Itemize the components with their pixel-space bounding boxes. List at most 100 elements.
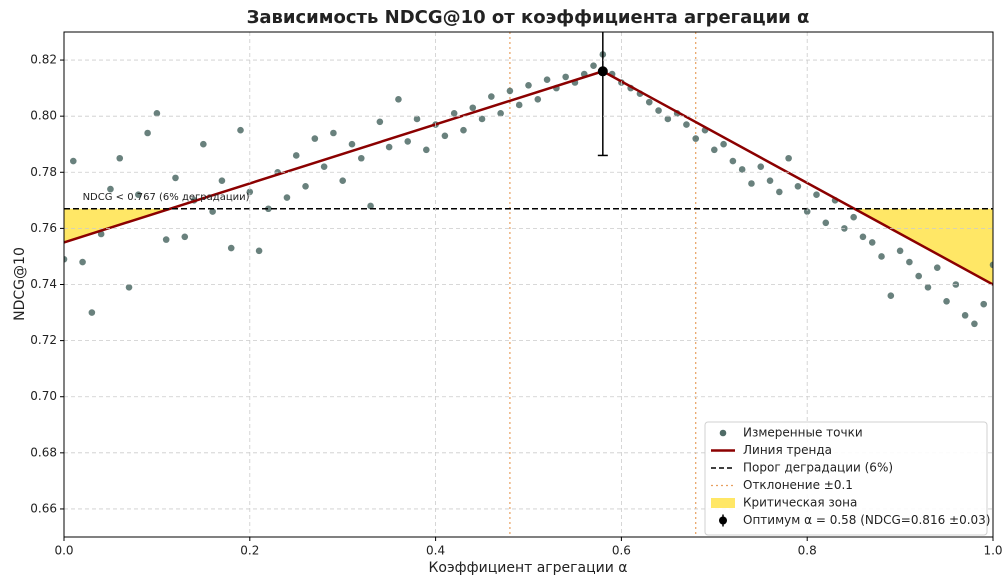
y-tick-label: 0.74 [30, 277, 57, 291]
legend-label: Линия тренда [743, 443, 832, 457]
data-point [971, 320, 978, 328]
data-point [376, 118, 384, 126]
data-point [525, 82, 532, 89]
data-point [348, 140, 356, 148]
data-point [720, 140, 727, 148]
data-point [450, 110, 458, 117]
y-tick-label: 0.70 [30, 389, 57, 403]
data-point [488, 93, 495, 100]
data-point [385, 143, 393, 151]
data-point [181, 233, 189, 241]
chart-title: Зависимость NDCG@10 от коэффициента агре… [247, 7, 810, 28]
legend-marker [711, 498, 735, 508]
data-point [469, 104, 477, 112]
data-point [515, 101, 523, 109]
data-point [813, 191, 820, 199]
legend-label: Измеренные точки [743, 426, 863, 440]
data-point [478, 115, 486, 123]
y-tick-label: 0.78 [30, 165, 57, 179]
legend-marker [719, 429, 727, 437]
data-point [302, 183, 309, 190]
data-point [339, 177, 347, 184]
trend-line [64, 69, 993, 286]
data-point [135, 191, 142, 199]
data-point [497, 110, 504, 117]
y-tick-label: 0.82 [30, 53, 57, 67]
data-point [460, 126, 467, 134]
data-point [692, 135, 700, 142]
data-point [887, 292, 895, 300]
y-tick-label: 0.66 [30, 501, 57, 515]
data-point [125, 284, 133, 291]
legend-label: Отклонение ±0.1 [743, 478, 853, 492]
data-point [357, 154, 365, 162]
data-point [88, 309, 96, 316]
data-point [311, 135, 319, 142]
legend-label: Критическая зона [743, 496, 857, 510]
y-tick-label: 0.76 [30, 221, 57, 235]
data-point [441, 132, 449, 140]
data-point [162, 236, 170, 243]
data-point [116, 154, 124, 162]
y-tick-label: 0.72 [30, 333, 57, 347]
data-point [803, 208, 811, 215]
data-point [766, 177, 774, 184]
data-point [283, 194, 291, 201]
x-tick-label: 0.8 [798, 544, 817, 558]
data-point [404, 138, 412, 145]
y-tick-label: 0.80 [30, 109, 57, 123]
data-point [859, 233, 867, 241]
x-tick-label: 0.0 [54, 544, 73, 558]
data-point [69, 157, 77, 165]
x-tick-label: 1.0 [983, 544, 1002, 558]
data-point [989, 261, 993, 269]
data-point [906, 258, 913, 266]
x-axis-label: Коэффициент агрегации α [428, 560, 627, 576]
data-point [153, 110, 161, 117]
data-point [172, 174, 179, 182]
data-point [543, 76, 551, 83]
data-point [237, 126, 244, 134]
x-tick-label: 0.2 [240, 544, 259, 558]
data-point [200, 140, 207, 148]
plot-area [64, 32, 993, 537]
data-point [562, 73, 569, 81]
data-point [924, 284, 932, 291]
data-point [64, 255, 68, 263]
y-axis-label: NDCG@10 [12, 247, 28, 321]
data-point [107, 185, 114, 193]
x-tick-label: 0.4 [426, 544, 445, 558]
data-point [683, 121, 690, 128]
data-point [915, 272, 922, 280]
data-point [961, 312, 969, 319]
data-point [822, 219, 830, 227]
data-point [423, 146, 430, 154]
data-point [144, 129, 151, 137]
data-point [79, 258, 86, 266]
data-point [209, 208, 216, 215]
data-point [534, 96, 542, 103]
data-point [330, 129, 337, 137]
data-point [227, 244, 235, 252]
data-point [933, 264, 941, 271]
data-point [506, 87, 514, 95]
data-point [655, 107, 662, 114]
data-point [738, 166, 746, 173]
data-point [729, 157, 737, 165]
data-point [748, 180, 755, 187]
data-point [664, 115, 672, 123]
legend-box [704, 421, 988, 536]
x-tick-label: 0.6 [612, 544, 631, 558]
data-point [246, 188, 254, 196]
data-point [776, 188, 783, 196]
y-tick-label: 0.68 [30, 445, 57, 459]
data-point [850, 213, 857, 221]
data-point [943, 298, 950, 305]
legend-label: Оптимум α = 0.58 (NDCG=0.816 ±0.03) [743, 513, 990, 527]
plot-frame [63, 31, 994, 538]
data-point [878, 253, 885, 260]
data-point [265, 205, 272, 213]
data-point [292, 152, 300, 159]
data-point [896, 247, 904, 255]
